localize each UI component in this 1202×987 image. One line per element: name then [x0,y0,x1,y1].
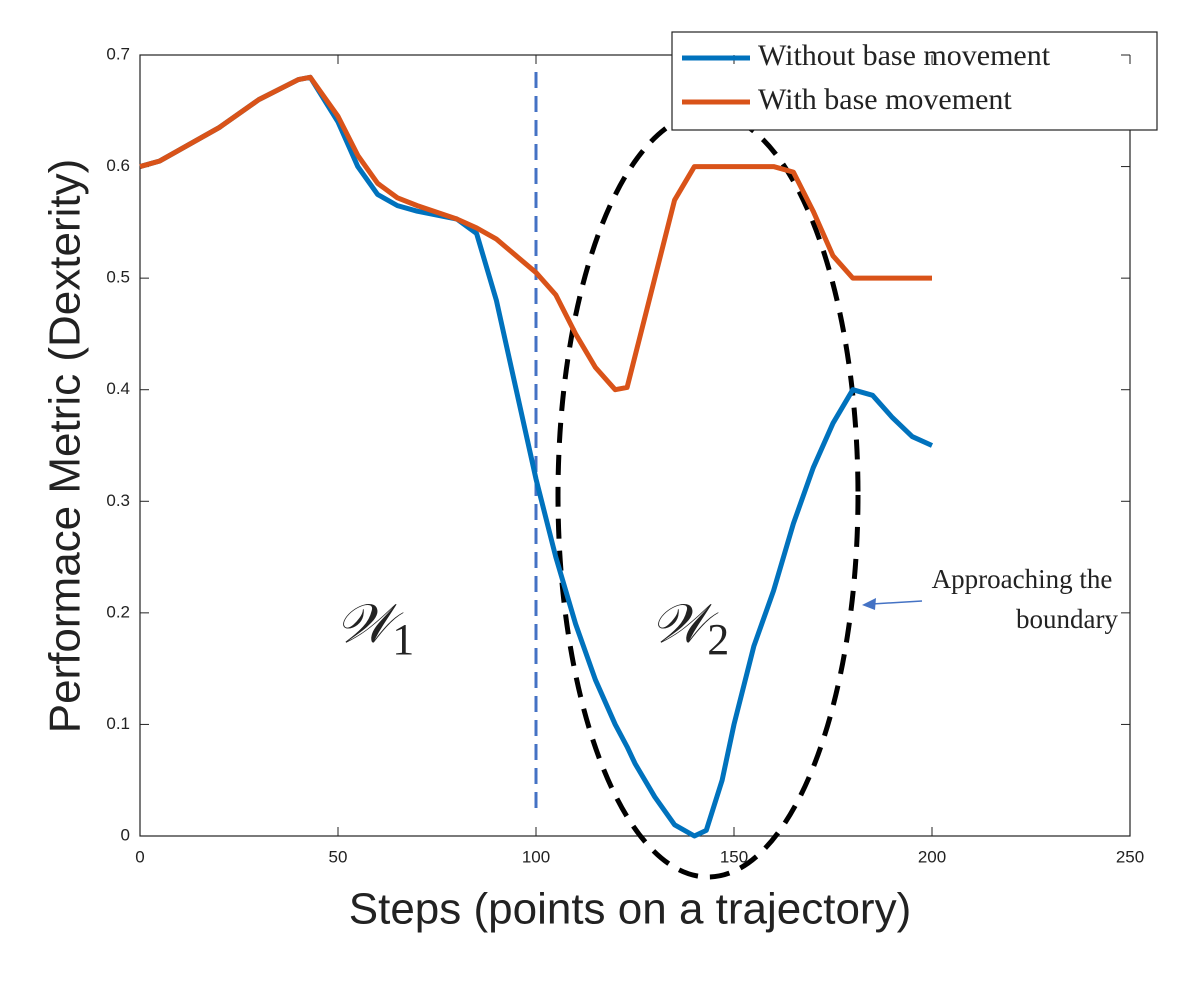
y-tick-label: 0.5 [106,268,130,287]
legend-label: Without base movement [758,39,1051,72]
region-label: 𝒲1 [336,594,415,664]
region-subscript: 2 [707,615,729,664]
y-tick-label: 0.6 [106,156,130,175]
legend-label: With base movement [758,83,1012,116]
annotation-arrow [871,600,923,605]
x-tick-label: 0 [135,847,144,866]
region-subscript: 1 [392,615,414,664]
legend-box [671,31,1158,131]
x-tick-label: 150 [720,847,748,866]
x-tick-label: 200 [918,847,946,866]
x-tick-label: 100 [522,847,550,866]
arrow-head [862,598,876,610]
x-axis-label: Steps (points on a trajectory) [349,885,911,934]
y-tick-label: 0.3 [106,491,130,510]
y-tick-label: 0.1 [106,714,130,733]
y-tick-label: 0.7 [106,44,130,63]
y-axis-label: Performace Metric (Dexterity) [41,159,90,734]
boundary-ellipse [555,110,861,880]
annotation: boundary [1016,604,1118,634]
annotation: Approaching the [932,564,1113,594]
y-tick-label: 0 [121,825,130,844]
plot-frame [139,54,1131,837]
y-tick-label: 0.4 [106,379,130,398]
series-line [139,74,932,393]
x-tick-label: 50 [329,847,348,866]
region-label: 𝒲2 [651,594,730,664]
y-tick-label: 0.2 [106,602,130,621]
x-tick-label: 250 [1116,847,1144,866]
